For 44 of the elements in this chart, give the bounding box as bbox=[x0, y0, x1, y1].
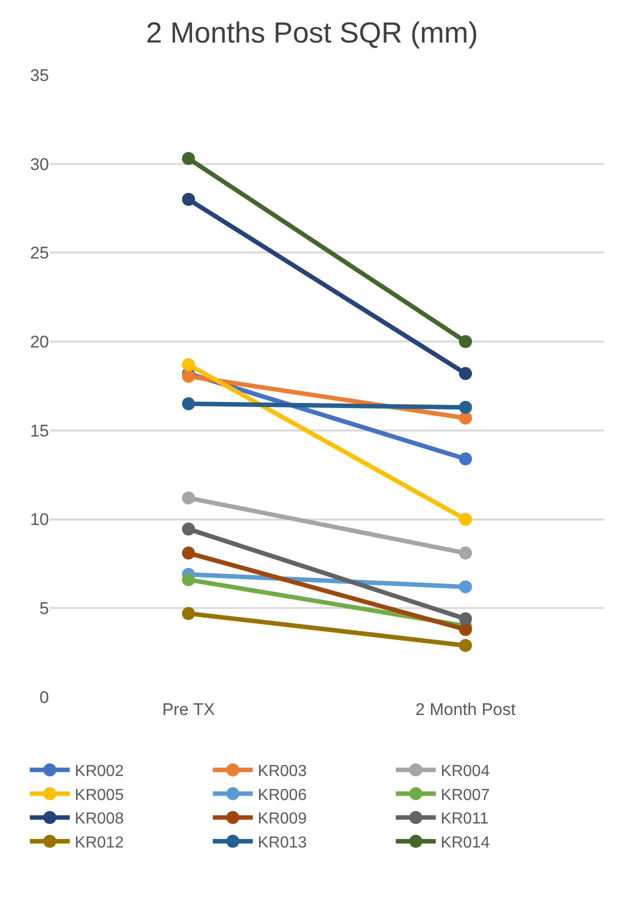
point bbox=[459, 638, 472, 652]
point bbox=[459, 512, 472, 526]
legend-label: KR008 bbox=[74, 810, 124, 828]
legend-label: KR009 bbox=[258, 810, 307, 828]
point bbox=[459, 612, 472, 626]
chart-title: 2 Months Post SQR (mm) bbox=[146, 18, 478, 50]
legend-label: KR013 bbox=[258, 834, 307, 852]
point bbox=[459, 411, 472, 424]
point bbox=[459, 367, 472, 380]
point bbox=[182, 397, 195, 410]
legend-label: KR003 bbox=[258, 763, 307, 780]
legend-label: KR006 bbox=[258, 786, 307, 804]
point bbox=[459, 400, 472, 414]
x-tick-label: 2 Month Post bbox=[415, 700, 516, 719]
legend-label: KR007 bbox=[440, 786, 490, 804]
point bbox=[182, 370, 195, 383]
point bbox=[182, 491, 195, 504]
point bbox=[182, 358, 195, 372]
legend-label: KR002 bbox=[74, 763, 124, 780]
point bbox=[459, 335, 472, 348]
point bbox=[459, 546, 472, 560]
legend-label: KR014 bbox=[440, 834, 490, 852]
x-tick-label: Pre TX bbox=[162, 700, 215, 719]
y-tick-label: 5 bbox=[40, 599, 49, 618]
point bbox=[182, 152, 195, 166]
legend-label: KR012 bbox=[74, 834, 124, 852]
y-tick-label: 15 bbox=[30, 421, 49, 440]
point bbox=[459, 580, 472, 594]
y-tick-label: 0 bbox=[40, 688, 49, 707]
legend-label: KR011 bbox=[440, 810, 489, 828]
legend-label: KR004 bbox=[440, 763, 490, 780]
point bbox=[459, 452, 472, 466]
point bbox=[459, 622, 472, 636]
legend-label: KR005 bbox=[74, 786, 124, 804]
point bbox=[182, 522, 195, 536]
point bbox=[182, 192, 195, 206]
y-tick-label: 10 bbox=[30, 510, 49, 530]
point bbox=[182, 573, 195, 586]
y-tick-label: 25 bbox=[30, 244, 49, 263]
point bbox=[182, 546, 195, 560]
y-tick-label: 35 bbox=[30, 66, 49, 85]
y-tick-label: 30 bbox=[30, 154, 49, 174]
point bbox=[182, 606, 195, 620]
y-tick-label: 20 bbox=[30, 332, 49, 352]
